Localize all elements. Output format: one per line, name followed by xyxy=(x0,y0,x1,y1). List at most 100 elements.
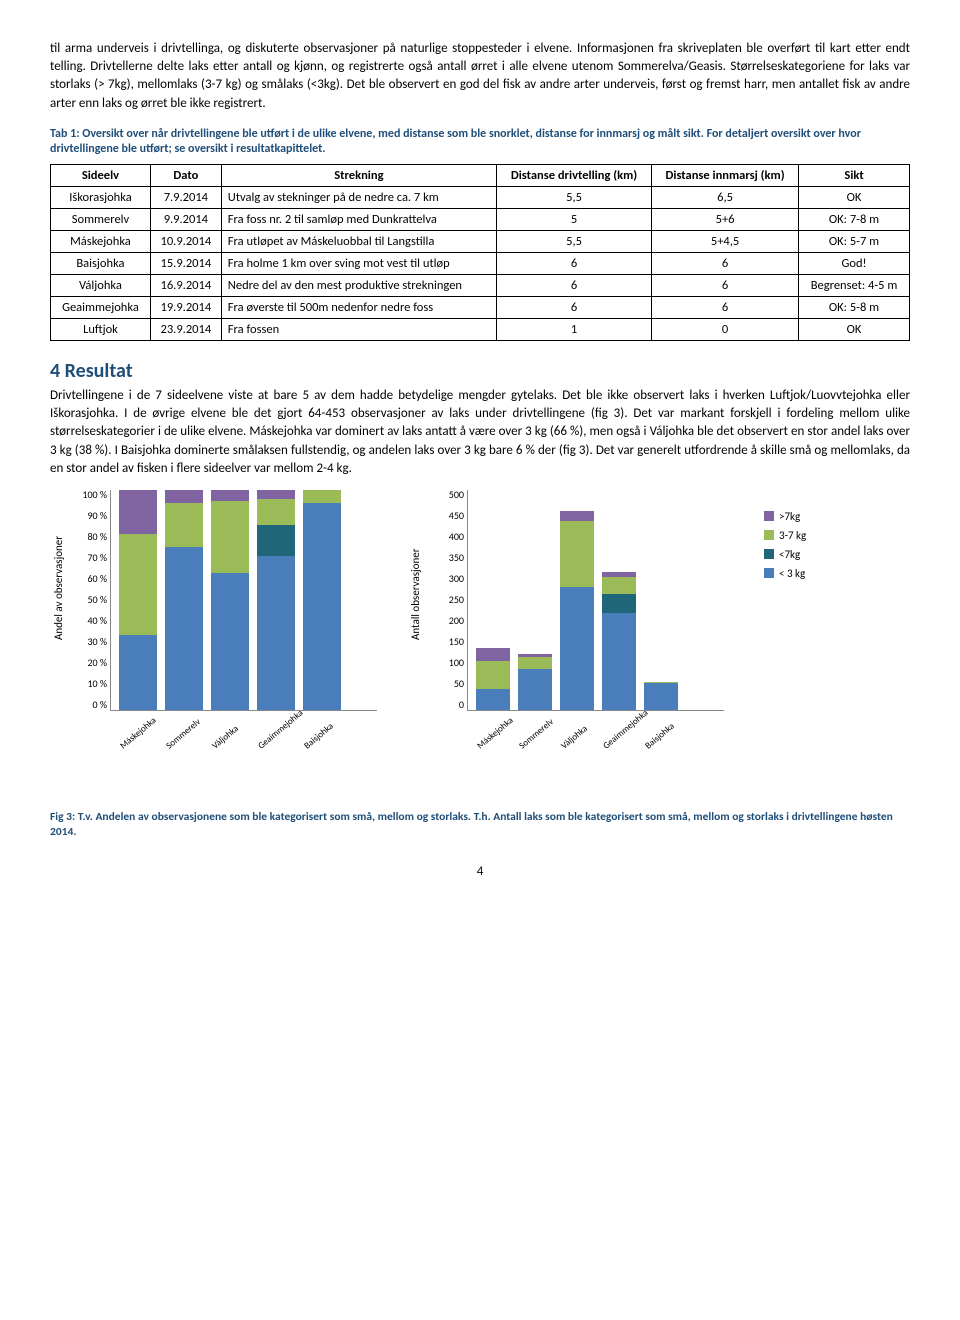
table-cell: Fra holme 1 km over sving mot vest til u… xyxy=(221,252,496,274)
legend-swatch xyxy=(764,549,774,559)
table-cell: 5+4,5 xyxy=(652,230,799,252)
table-cell: 9.9.2014 xyxy=(150,208,221,230)
bar-segment xyxy=(257,525,295,556)
table-cell: OK: 5-7 m xyxy=(799,230,910,252)
bar-column xyxy=(644,490,678,710)
bar-column xyxy=(518,490,552,710)
table-cell: 6 xyxy=(652,274,799,296)
y-tick: 100 % xyxy=(63,490,107,500)
table-cell: Geaimmejohka xyxy=(51,296,151,318)
x-label: Sommerelv xyxy=(517,721,550,751)
y-tick: 50 xyxy=(420,679,464,689)
bar-segment xyxy=(165,547,203,710)
table-cell: Fra utløpet av Máskeluobbal til Langstil… xyxy=(221,230,496,252)
bar-column xyxy=(602,490,636,710)
legend-swatch xyxy=(764,568,774,578)
chart-left: Andel av observasjoner 100 %90 %80 %70 %… xyxy=(110,490,377,754)
y-tick: 400 xyxy=(420,532,464,542)
paragraph-1: til arma underveis i drivtellinga, og di… xyxy=(50,40,910,113)
paragraph-2: Drivtellingene i de 7 sideelvene viste a… xyxy=(50,387,910,478)
y-tick: 40 % xyxy=(63,616,107,626)
table-row: Geaimmejohka19.9.2014Fra øverste til 500… xyxy=(51,296,910,318)
table-cell: 5,5 xyxy=(496,230,651,252)
table-cell: Iškorasjohka xyxy=(51,186,151,208)
bar-segment xyxy=(303,503,341,710)
y-tick: 150 xyxy=(420,637,464,647)
y-tick: 500 xyxy=(420,490,464,500)
y-tick: 30 % xyxy=(63,637,107,647)
bar-segment xyxy=(560,587,594,710)
table-cell: 10.9.2014 xyxy=(150,230,221,252)
table-row: Iškorasjohka7.9.2014Utvalg av stekninger… xyxy=(51,186,910,208)
bar-segment xyxy=(257,556,295,710)
x-label: Máskejohka xyxy=(118,718,154,751)
bar-segment xyxy=(165,503,203,547)
bar-segment xyxy=(119,534,157,635)
table-cell: 6 xyxy=(652,252,799,274)
table-cell: Váljohka xyxy=(51,274,151,296)
bar-segment xyxy=(644,683,678,709)
bar-segment xyxy=(602,577,636,594)
legend-swatch xyxy=(764,511,774,521)
table-header: Strekning xyxy=(221,164,496,186)
bar-segment xyxy=(257,499,295,525)
legend-item: 3-7 kg xyxy=(764,529,806,542)
bar-segment xyxy=(476,661,510,689)
bar-column xyxy=(560,490,594,710)
bar-segment xyxy=(211,501,249,574)
y-tick: 80 % xyxy=(63,532,107,542)
table-cell: 5 xyxy=(496,208,651,230)
table-cell: 6 xyxy=(496,296,651,318)
table-caption: Tab 1: Oversikt over når drivtellingene … xyxy=(50,127,910,158)
bar-segment xyxy=(602,594,636,613)
y-tick: 20 % xyxy=(63,658,107,668)
table-row: Váljohka16.9.2014Nedre del av den mest p… xyxy=(51,274,910,296)
y-tick: 10 % xyxy=(63,679,107,689)
table-cell: Fra foss nr. 2 til samløp med Dunkrattel… xyxy=(221,208,496,230)
table-cell: Baisjohka xyxy=(51,252,151,274)
bar-segment xyxy=(476,648,510,660)
bar-segment xyxy=(518,657,552,668)
table-cell: 16.9.2014 xyxy=(150,274,221,296)
x-label: Máskejohka xyxy=(475,721,508,751)
y-tick: 50 % xyxy=(63,595,107,605)
table-cell: OK: 7-8 m xyxy=(799,208,910,230)
bar-segment xyxy=(476,689,510,710)
y-tick: 90 % xyxy=(63,511,107,521)
table-cell: Nedre del av den mest produktive strekni… xyxy=(221,274,496,296)
x-label: Váljohka xyxy=(559,721,592,751)
table-header: Distanse drivtelling (km) xyxy=(496,164,651,186)
data-table: SideelvDatoStrekningDistanse drivtelling… xyxy=(50,164,910,341)
table-cell: Sommerelv xyxy=(51,208,151,230)
bar-segment xyxy=(303,490,341,503)
table-cell: God! xyxy=(799,252,910,274)
legend-item: >7kg xyxy=(764,510,806,523)
table-cell: 15.9.2014 xyxy=(150,252,221,274)
bar-segment xyxy=(165,490,203,503)
bar-segment xyxy=(518,669,552,710)
x-label: Baisjohka xyxy=(643,721,676,751)
bar-segment xyxy=(119,490,157,534)
bar-segment xyxy=(211,573,249,709)
y-tick: 60 % xyxy=(63,574,107,584)
table-cell: 6 xyxy=(652,296,799,318)
y-tick: 350 xyxy=(420,553,464,563)
x-label: Geaimmejohka xyxy=(256,718,292,751)
legend-label: <7kg xyxy=(779,548,800,561)
table-cell: Fra fossen xyxy=(221,318,496,340)
section-heading: 4 Resultat xyxy=(50,359,910,383)
y-tick: 70 % xyxy=(63,553,107,563)
legend-swatch xyxy=(764,530,774,540)
table-cell: OK xyxy=(799,186,910,208)
table-row: Baisjohka15.9.2014Fra holme 1 km over sv… xyxy=(51,252,910,274)
table-cell: OK xyxy=(799,318,910,340)
table-cell: 6 xyxy=(496,274,651,296)
page-number: 4 xyxy=(50,864,910,879)
y-tick: 0 % xyxy=(63,700,107,710)
bar-column xyxy=(165,490,203,710)
table-cell: 1 xyxy=(496,318,651,340)
legend: >7kg3-7 kg<7kg< 3 kg xyxy=(764,510,806,586)
y-tick: 300 xyxy=(420,574,464,584)
table-cell: Luftjok xyxy=(51,318,151,340)
bar-column xyxy=(257,490,295,710)
